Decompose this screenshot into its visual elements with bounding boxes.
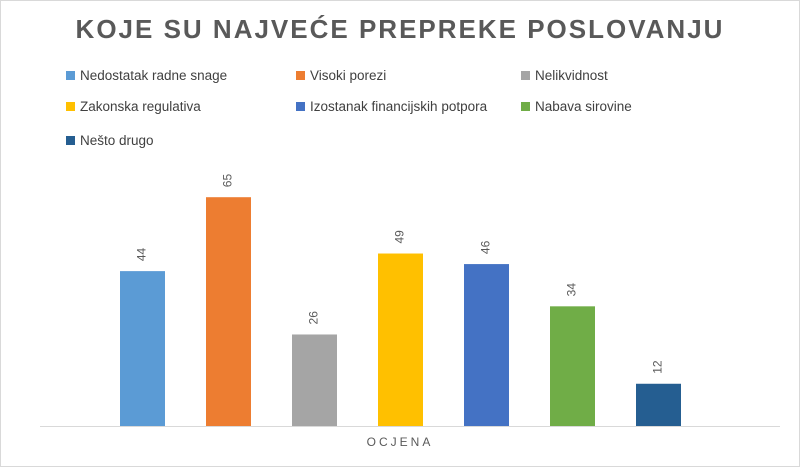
legend-item: Nabava sirovine bbox=[521, 99, 632, 114]
data-label: 65 bbox=[221, 174, 235, 188]
bar bbox=[378, 253, 423, 426]
legend-swatch bbox=[521, 102, 530, 111]
legend-swatch bbox=[296, 71, 305, 80]
data-label: 34 bbox=[565, 283, 579, 297]
bar bbox=[292, 334, 337, 426]
bar bbox=[464, 264, 509, 426]
data-label: 12 bbox=[651, 360, 665, 374]
bar bbox=[550, 306, 595, 426]
data-label: 26 bbox=[307, 311, 321, 325]
legend-label: Zakonska regulativa bbox=[80, 99, 201, 114]
bar bbox=[120, 271, 165, 426]
bar bbox=[206, 197, 251, 426]
legend-item: Izostanak financijskih potpora bbox=[296, 99, 487, 114]
bar bbox=[636, 383, 681, 426]
legend-label: Nešto drugo bbox=[80, 133, 154, 148]
legend-item: Nešto drugo bbox=[66, 133, 154, 148]
legend-item: Nelikvidnost bbox=[521, 68, 608, 83]
data-label: 46 bbox=[479, 240, 493, 254]
legend-swatch bbox=[521, 71, 530, 80]
legend-label: Nabava sirovine bbox=[535, 99, 632, 114]
legend-swatch bbox=[66, 102, 75, 111]
legend-label: Visoki porezi bbox=[310, 68, 387, 83]
legend-swatch bbox=[66, 71, 75, 80]
legend-item: Nedostatak radne snage bbox=[66, 68, 227, 83]
category-label: OCJENA bbox=[367, 435, 434, 449]
legend-label: Nedostatak radne snage bbox=[80, 68, 228, 83]
data-label: 49 bbox=[393, 230, 407, 244]
legend-item: Zakonska regulativa bbox=[66, 99, 201, 114]
legend-label: Izostanak financijskih potpora bbox=[310, 99, 488, 114]
legend-swatch bbox=[66, 136, 75, 145]
data-label: 44 bbox=[135, 247, 149, 261]
chart-title: KOJE SU NAJVEĆE PREPREKE POSLOVANJU bbox=[75, 14, 725, 44]
legend-label: Nelikvidnost bbox=[535, 68, 608, 83]
legend-swatch bbox=[296, 102, 305, 111]
legend-item: Visoki porezi bbox=[296, 68, 386, 83]
